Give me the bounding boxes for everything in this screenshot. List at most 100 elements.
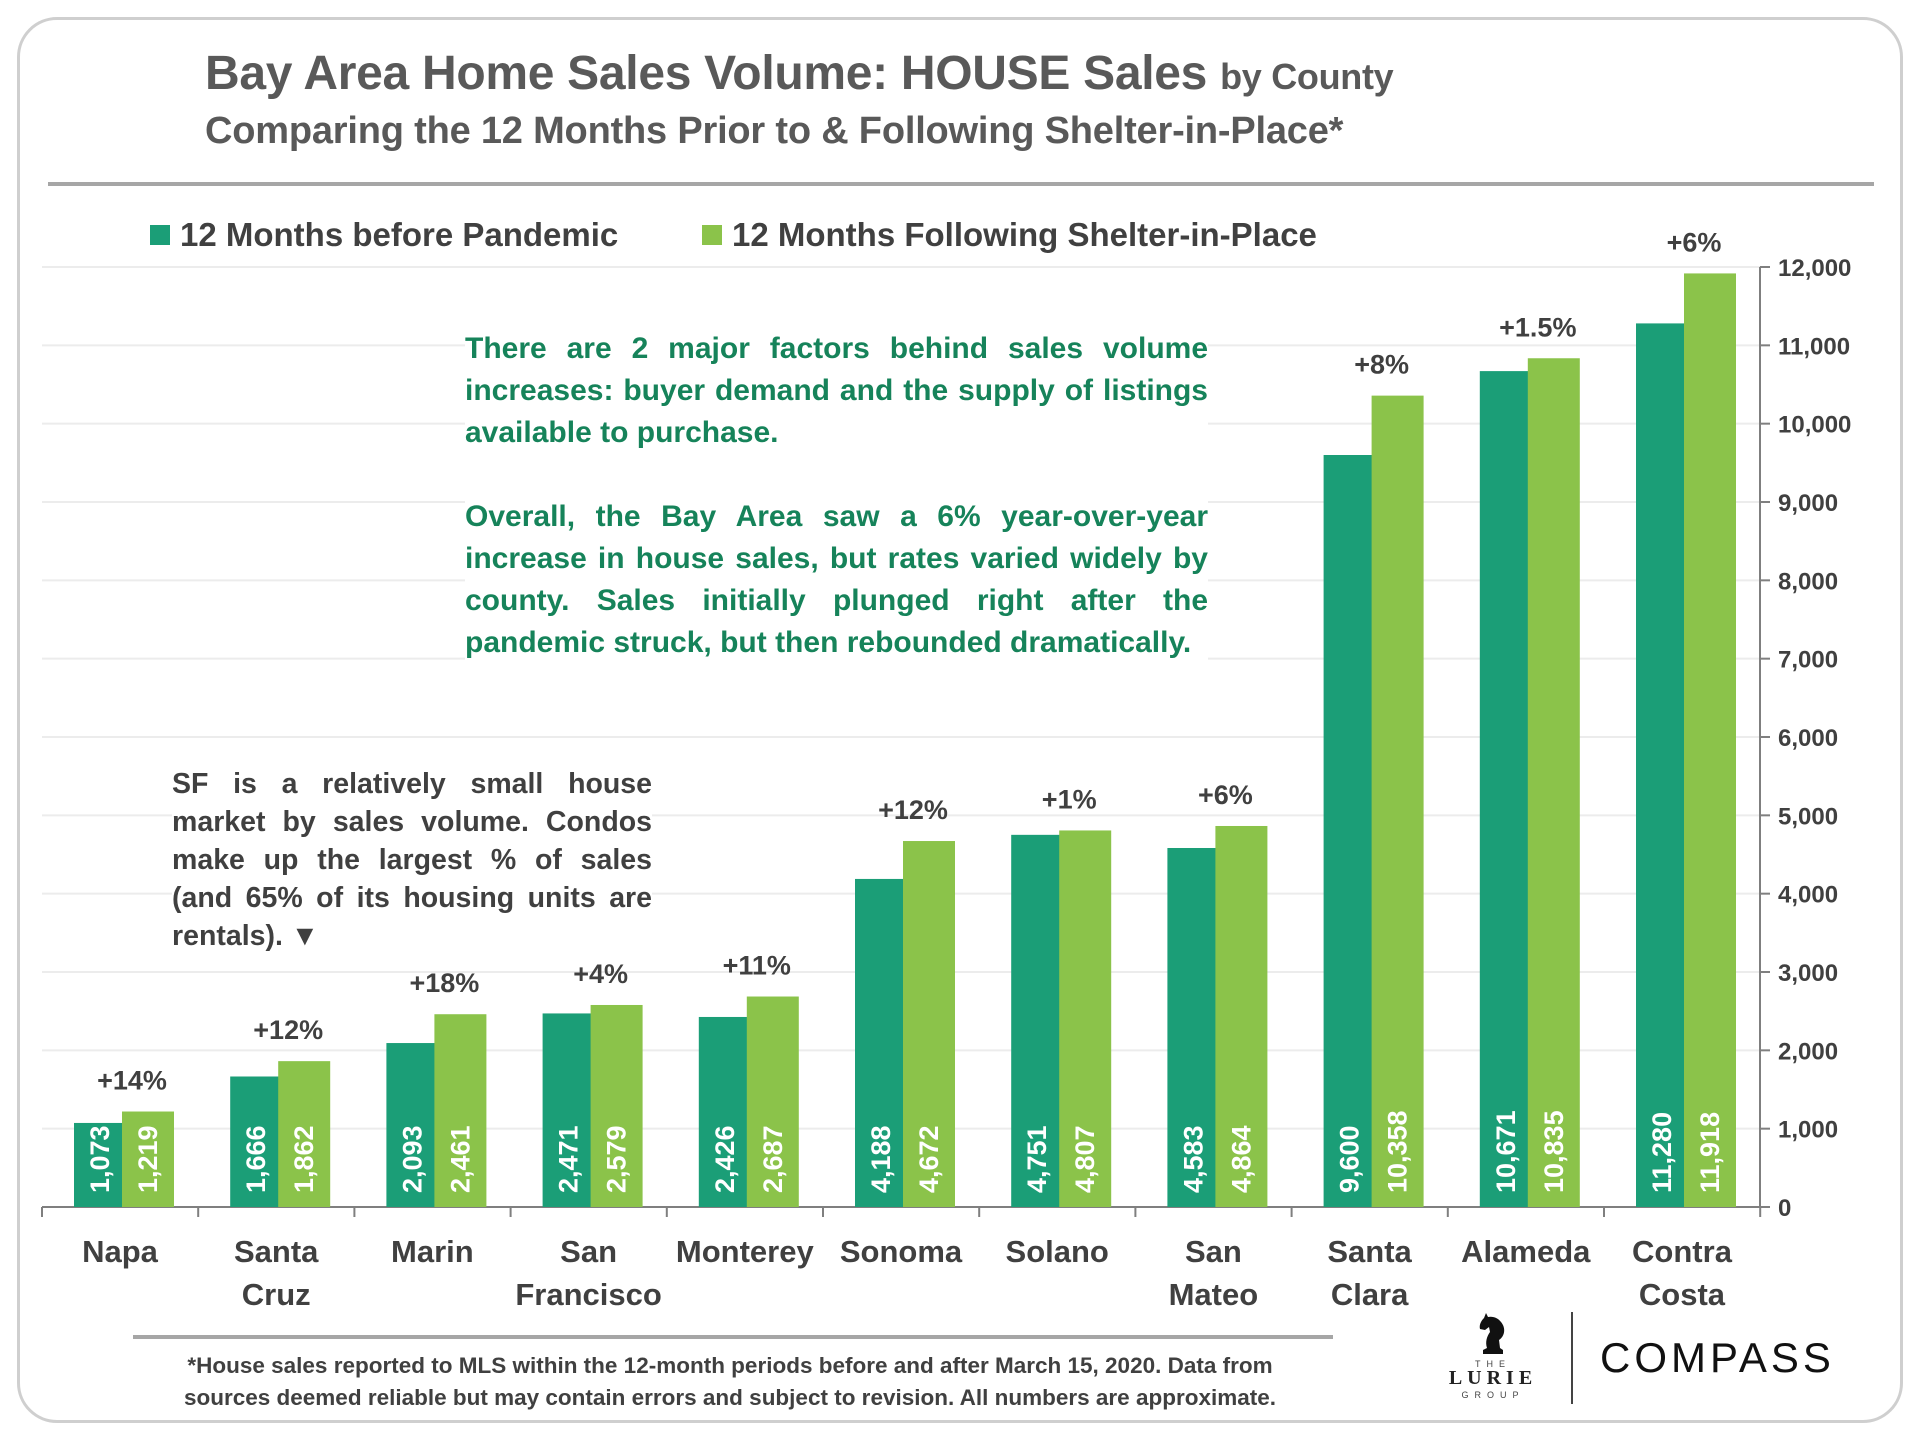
x-category-label: Costa (1639, 1277, 1726, 1312)
bar-value-label: 2,579 (602, 1125, 632, 1193)
x-category-label: Clara (1331, 1277, 1409, 1312)
lurie-group: GROUP (1461, 1390, 1525, 1400)
annotation-factors-p1: There are 2 major factors behind sales v… (465, 332, 1208, 449)
bar-before (698, 1016, 751, 1207)
legend-item-following: 12 Months Following Shelter-in-Place (702, 216, 1317, 254)
annotation-factors-p2: Overall, the Bay Area saw a 6% year-over… (465, 500, 1208, 659)
pct-change-label: +6% (1667, 227, 1722, 257)
x-category-label: Santa (1327, 1234, 1412, 1269)
legend-swatch-following (702, 225, 722, 245)
bar-value-label: 9,600 (1335, 1125, 1365, 1193)
compass-logo: COMPASS (1600, 1334, 1835, 1381)
bar-before (1636, 323, 1688, 1207)
y-tick-label: 1,000 (1778, 1117, 1838, 1144)
bar-value-label: 10,835 (1539, 1110, 1569, 1193)
annotation-factors: There are 2 major factors behind sales v… (465, 328, 1208, 664)
pct-change-label: +8% (1354, 350, 1409, 380)
x-category-label: Sonoma (840, 1234, 963, 1269)
x-category-label: Contra (1632, 1234, 1733, 1269)
bar-value-label: 2,093 (397, 1125, 427, 1193)
x-category-label: Francisco (515, 1277, 661, 1312)
bar-following (122, 1111, 174, 1207)
pct-change-label: +4% (573, 959, 628, 989)
x-category-label: Solano (1006, 1234, 1109, 1269)
x-category-label: Santa (234, 1234, 319, 1269)
pct-change-label: +11% (723, 951, 791, 981)
x-category-label: Marin (391, 1234, 474, 1269)
bar-following (278, 1061, 331, 1207)
bar-before (74, 1122, 126, 1207)
pct-change-label: +18% (409, 968, 479, 998)
bar-value-label: 1,219 (133, 1125, 163, 1193)
y-tick-label: 9,000 (1778, 490, 1838, 517)
bar-following (1059, 830, 1112, 1207)
y-tick-label: 3,000 (1778, 960, 1838, 987)
pct-change-label: +1% (1042, 784, 1097, 814)
bar-value-label: 2,461 (445, 1125, 475, 1193)
bar-value-label: 10,671 (1491, 1110, 1521, 1193)
y-tick-label: 6,000 (1778, 725, 1838, 752)
footnote-line-1: *House sales reported to MLS within the … (187, 1353, 1273, 1378)
x-category-label: Napa (82, 1234, 159, 1269)
bar-value-label: 4,807 (1070, 1125, 1100, 1193)
chart-title-suffix: by County (1220, 56, 1394, 97)
title-divider (48, 182, 1874, 186)
bar-following (1684, 273, 1736, 1207)
bar-value-label: 4,864 (1226, 1125, 1256, 1193)
bar-before (230, 1076, 283, 1207)
bar-before (1011, 834, 1064, 1207)
bar-value-label: 4,188 (866, 1125, 896, 1193)
x-category-label: Cruz (242, 1277, 311, 1312)
bar-value-label: 4,583 (1178, 1125, 1208, 1193)
pct-change-label: +12% (878, 795, 948, 825)
bar-before (386, 1043, 439, 1207)
bar-value-label: 11,280 (1647, 1112, 1677, 1193)
lurie-group-logo: THE LURIE GROUP (1443, 1310, 1543, 1410)
bar-value-label: 1,862 (289, 1125, 319, 1193)
bar-value-label: 11,918 (1695, 1112, 1725, 1193)
x-category-label: Monterey (676, 1234, 815, 1269)
pct-change-label: +6% (1198, 780, 1253, 810)
y-tick-label: 4,000 (1778, 882, 1838, 909)
bar-before (1479, 371, 1532, 1208)
bar-value-label: 4,751 (1022, 1125, 1052, 1193)
bar-before (855, 878, 907, 1207)
bar-value-label: 2,687 (758, 1125, 788, 1193)
bar-before (542, 1013, 595, 1207)
y-tick-label: 12,000 (1778, 255, 1851, 282)
pct-change-label: +12% (253, 1015, 323, 1045)
y-tick-label: 10,000 (1778, 412, 1851, 439)
x-category-label: Mateo (1169, 1277, 1259, 1312)
logo-divider (1571, 1312, 1573, 1404)
y-tick-label: 5,000 (1778, 803, 1838, 830)
bar-value-label: 2,426 (710, 1125, 740, 1193)
chart-subtitle: Comparing the 12 Months Prior to & Follo… (205, 110, 1344, 152)
bar-value-label: 4,672 (914, 1125, 944, 1193)
legend-label-before: 12 Months before Pandemic (180, 216, 619, 253)
lurie-name: LURIE (1448, 1367, 1538, 1389)
legend-item-before: 12 Months before Pandemic (150, 216, 618, 254)
chart-title-main: Bay Area Home Sales Volume: HOUSE Sales (205, 47, 1208, 100)
bar-following (1371, 395, 1424, 1208)
chart-title: Bay Area Home Sales Volume: HOUSE Sales … (205, 46, 1394, 101)
footnote: *House sales reported to MLS within the … (140, 1350, 1320, 1414)
bar-value-label: 10,358 (1383, 1110, 1413, 1193)
bar-following (1527, 358, 1580, 1208)
lurie-the: THE (1475, 1359, 1511, 1369)
legend-label-following: 12 Months Following Shelter-in-Place (732, 216, 1317, 253)
legend-swatch-before (150, 225, 170, 245)
footnote-divider (133, 1335, 1333, 1339)
bar-following (746, 996, 799, 1207)
chart-card (17, 17, 1903, 1423)
y-tick-label: 11,000 (1778, 333, 1850, 360)
bar-following (1215, 825, 1268, 1207)
annotation-sf-note: SF is a relatively small house market by… (172, 765, 652, 955)
pct-change-label: +14% (97, 1066, 167, 1096)
y-tick-label: 7,000 (1778, 647, 1838, 674)
x-category-label: Alameda (1461, 1234, 1591, 1269)
pct-change-label: +1.5% (1499, 312, 1576, 342)
x-category-label: San (560, 1234, 617, 1269)
bar-value-label: 1,073 (85, 1125, 115, 1193)
bar-following (590, 1004, 643, 1207)
